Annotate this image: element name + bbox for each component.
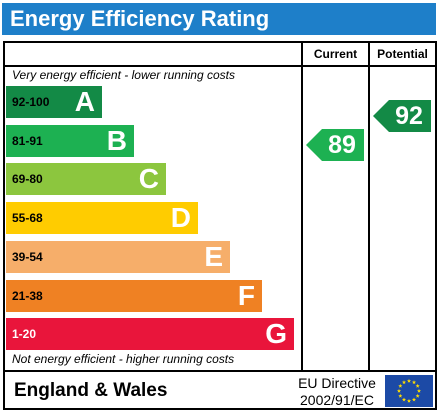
- eu-star-icon: [398, 393, 403, 398]
- band-letter-b: B: [106, 125, 127, 156]
- band-range-f: 21-38: [12, 289, 43, 303]
- note-very-efficient: Very energy efficient - lower running co…: [12, 68, 235, 82]
- band-range-d: 55-68: [12, 211, 43, 225]
- band-e: 39-54 E: [6, 241, 230, 273]
- column-header-current: Current: [313, 47, 358, 61]
- band-letter-f: F: [237, 280, 255, 311]
- potential-rating-value: 92: [395, 102, 423, 130]
- eu-flag-icon: [385, 375, 433, 407]
- eu-star-icon: [411, 397, 417, 402]
- eu-star-icon: [415, 383, 420, 388]
- band-range-c: 69-80: [12, 172, 43, 186]
- eu-star-icon: [401, 397, 407, 402]
- band-c: 69-80 C: [6, 163, 166, 195]
- column-divider-current: [301, 41, 303, 372]
- eu-star-icon: [398, 383, 403, 388]
- header-divider: [3, 65, 437, 67]
- footer-country: England & Wales: [14, 380, 168, 401]
- column-divider-potential: [368, 41, 370, 372]
- band-range-g: 1-20: [12, 327, 37, 341]
- eu-star-icon: [406, 398, 412, 403]
- eu-star-icon: [415, 393, 420, 398]
- note-not-efficient: Not energy efficient - higher running co…: [12, 352, 235, 366]
- eu-star-icon: [406, 378, 412, 383]
- eu-star-icon: [396, 388, 402, 393]
- rating-table-frame: [3, 41, 437, 410]
- band-letter-c: C: [138, 163, 159, 194]
- band-letter-d: D: [170, 202, 191, 233]
- band-f: 21-38 F: [6, 280, 262, 312]
- current-rating-value: 89: [328, 131, 356, 159]
- eu-star-icon: [401, 380, 407, 385]
- eu-star-icon: [411, 380, 417, 385]
- band-letter-a: A: [74, 86, 95, 117]
- eu-star-icon: [416, 388, 422, 393]
- band-a: 92-100 A: [6, 86, 102, 118]
- band-range-b: 81-91: [12, 134, 43, 148]
- footer-divider: [3, 370, 437, 372]
- band-range-e: 39-54: [12, 250, 43, 264]
- band-range-a: 92-100: [12, 95, 50, 109]
- chart-title: Energy Efficiency Rating: [2, 3, 436, 35]
- band-g: 1-20 G: [6, 318, 294, 350]
- column-header-potential: Potential: [377, 47, 428, 61]
- footer-directive-line1: EU Directive: [298, 375, 376, 391]
- footer-directive-line2: 2002/91/EC: [300, 392, 374, 408]
- band-d: 55-68 D: [6, 202, 198, 234]
- band-letter-g: G: [265, 318, 287, 349]
- band-letter-e: E: [204, 241, 223, 272]
- band-b: 81-91 B: [6, 125, 134, 157]
